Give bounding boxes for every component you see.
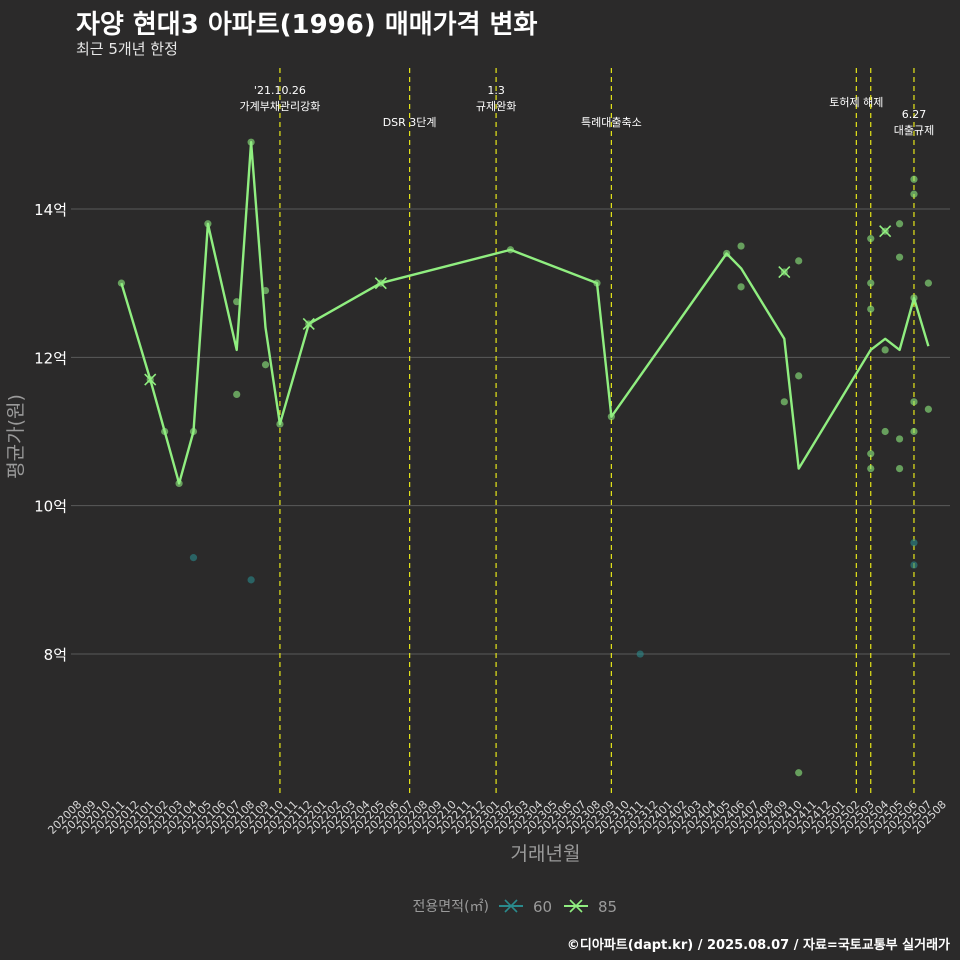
data-point-85 <box>881 427 889 436</box>
y-tick-label: 10억 <box>34 498 67 516</box>
event-label: 6.27 <box>902 108 927 121</box>
data-point-85 <box>924 405 932 413</box>
event-label: 토허제 해제 <box>829 95 883 109</box>
data-point-85 <box>233 390 241 399</box>
data-point-60 <box>247 576 255 584</box>
data-point-85 <box>867 450 875 458</box>
data-point-85 <box>867 235 875 243</box>
y-axis-title: 평균가(원) <box>5 394 27 479</box>
legend-swatch-marker <box>569 899 583 913</box>
data-point-85 <box>261 361 270 369</box>
avg-marker-85 <box>778 265 791 279</box>
data-point-85 <box>924 279 932 287</box>
event-label: DSR 3단계 <box>383 116 437 129</box>
event-label: 가계부채관리강화 <box>239 100 320 113</box>
x-axis-title: 거래년월 <box>511 843 581 865</box>
data-point-85 <box>867 464 875 473</box>
data-point-85 <box>795 257 803 265</box>
avg-marker-85 <box>302 317 315 330</box>
event-label: '21.10.26 <box>254 84 306 97</box>
data-point-85 <box>795 769 803 777</box>
data-point-85 <box>895 435 904 443</box>
source-caption: ©디아파트(dapt.kr) / 2025.08.07 / 자료=국토교통부 실… <box>566 938 950 953</box>
data-point-60 <box>636 650 644 658</box>
legend-label: 60 <box>533 898 552 916</box>
data-point-85 <box>780 398 788 406</box>
data-point-85 <box>910 427 918 436</box>
data-point-85 <box>737 283 745 291</box>
legend-label: 85 <box>598 898 617 916</box>
data-point-85 <box>895 220 904 228</box>
data-point-85 <box>867 305 875 313</box>
avg-marker-85 <box>374 277 387 290</box>
chart-title: 자양 현대3 아파트(1996) 매매가격 변화 <box>76 10 538 40</box>
data-point-85 <box>737 242 745 250</box>
avg-marker-85 <box>879 225 892 238</box>
data-point-85 <box>910 190 918 198</box>
y-tick-label: 12억 <box>34 349 67 367</box>
legend-title: 전용면적(㎡) <box>413 899 489 915</box>
data-point-60 <box>189 554 198 562</box>
data-point-85 <box>233 298 241 306</box>
data-point-85 <box>910 175 918 183</box>
data-point-60 <box>910 539 918 547</box>
y-tick-label: 14억 <box>34 201 67 219</box>
data-point-85 <box>795 372 803 380</box>
data-point-85 <box>895 253 904 261</box>
data-point-85 <box>895 464 904 473</box>
event-label: 특례대출축소 <box>581 116 642 129</box>
data-point-85 <box>910 398 918 406</box>
y-tick-label: 8억 <box>44 646 67 664</box>
event-label: 규제완화 <box>476 100 516 113</box>
data-point-85 <box>867 279 875 287</box>
data-point-85 <box>881 346 889 354</box>
event-label: 1.3 <box>487 84 505 97</box>
avg-marker-85 <box>144 373 157 386</box>
legend-swatch-marker <box>504 899 518 913</box>
data-point-60 <box>910 561 918 569</box>
event-label: 대출규제 <box>894 124 934 137</box>
chart-subtitle: 최근 5개년 한정 <box>76 40 178 58</box>
series-line-85 <box>120 141 930 485</box>
